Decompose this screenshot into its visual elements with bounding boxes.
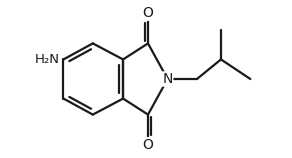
Text: O: O xyxy=(142,6,153,20)
Text: O: O xyxy=(142,138,153,152)
Text: N: N xyxy=(162,72,173,86)
Text: H₂N: H₂N xyxy=(35,53,60,66)
